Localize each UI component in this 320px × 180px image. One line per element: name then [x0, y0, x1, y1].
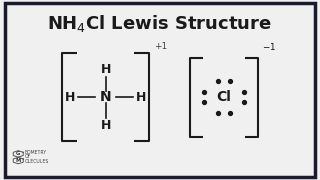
Text: EOMETRY: EOMETRY	[25, 150, 47, 155]
Text: N: N	[100, 90, 111, 104]
Text: H: H	[100, 63, 111, 76]
Text: G: G	[16, 151, 20, 156]
Text: OLECULES: OLECULES	[25, 159, 49, 164]
Text: +1: +1	[155, 42, 168, 51]
Text: OF: OF	[25, 154, 31, 159]
Text: H: H	[100, 119, 111, 132]
Text: NH$_4$Cl Lewis Structure: NH$_4$Cl Lewis Structure	[47, 13, 273, 34]
Text: M: M	[16, 158, 21, 163]
Text: $^{-1}$: $^{-1}$	[262, 43, 276, 56]
Text: H: H	[65, 91, 76, 104]
Text: H: H	[136, 91, 146, 104]
Text: Cl: Cl	[217, 90, 231, 104]
